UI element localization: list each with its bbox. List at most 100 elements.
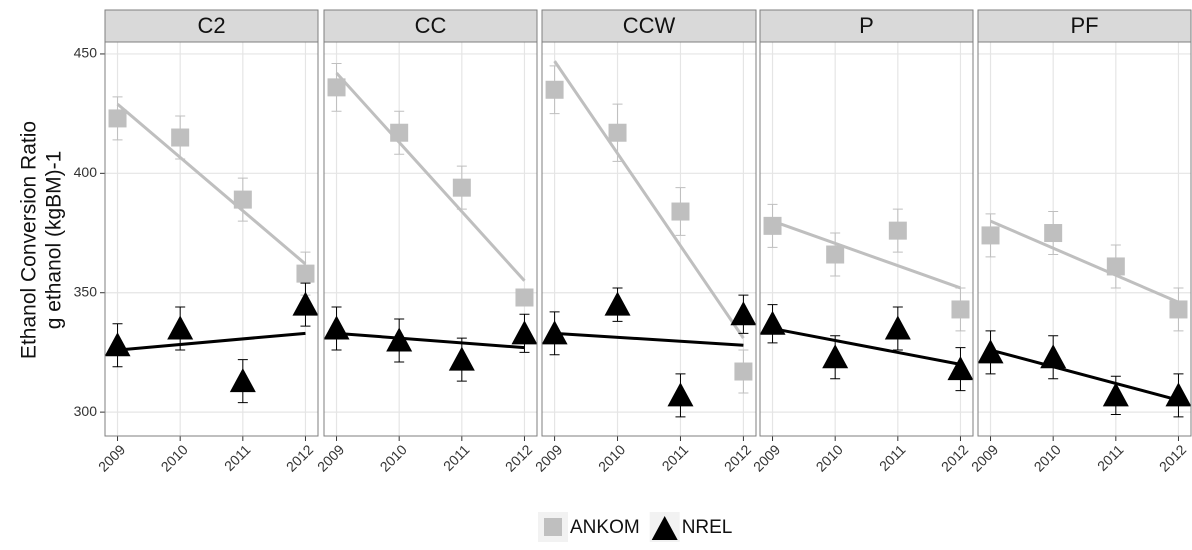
x-tick-label: 2009 <box>95 441 128 474</box>
point-triangle <box>448 346 475 371</box>
trend-line <box>554 331 744 347</box>
strip-title: P <box>859 13 874 38</box>
strip-background <box>977 9 1192 43</box>
legend-marker <box>651 516 678 540</box>
trend-line <box>335 72 526 282</box>
point-square <box>734 362 753 381</box>
point-square <box>826 245 845 264</box>
trend-line <box>990 348 1179 402</box>
x-tick-label: 2012 <box>283 441 316 474</box>
y-tick-label: 450 <box>74 45 98 61</box>
panel-border <box>977 41 1192 437</box>
x-tick-label: 2009 <box>750 441 783 474</box>
panel-background <box>542 42 756 436</box>
strip-title: C2 <box>197 13 225 38</box>
point-triangle <box>1102 382 1129 407</box>
x-tick-label: 2012 <box>938 441 971 474</box>
x-tick-label: 2011 <box>221 441 254 474</box>
point-triangle <box>386 327 413 352</box>
point-triangle <box>167 315 194 340</box>
strip-title: PF <box>1070 13 1098 38</box>
trend-line <box>989 219 1180 304</box>
x-tick-label: 2011 <box>659 441 692 474</box>
point-square <box>1106 257 1125 276</box>
point-triangle <box>759 310 786 335</box>
x-tick-label: 2012 <box>502 441 535 474</box>
point-square <box>171 128 190 147</box>
x-tick-label: 2009 <box>314 441 347 474</box>
point-triangle <box>229 368 256 393</box>
y-tick-label: 300 <box>74 403 98 419</box>
point-triangle <box>104 332 131 357</box>
y-axis-label-line: Ethanol Conversion Ratio <box>18 121 41 359</box>
strip-title: CCW <box>623 13 676 38</box>
point-triangle <box>730 301 757 326</box>
trend-line <box>116 102 307 266</box>
point-triangle <box>511 320 538 345</box>
trend-line <box>117 331 306 352</box>
y-axis-label: Ethanol Conversion Ratio g ethanol (kgBM… <box>18 121 66 359</box>
y-tick-label: 400 <box>74 164 98 180</box>
point-square <box>671 202 690 221</box>
x-tick-label: 2010 <box>595 441 628 474</box>
x-tick-label: 2011 <box>1094 441 1127 474</box>
panel-background <box>978 42 1191 436</box>
point-square <box>327 78 346 97</box>
point-triangle <box>604 291 631 316</box>
x-tick-label: 2010 <box>158 441 191 474</box>
x-tick-label: 2009 <box>532 441 565 474</box>
panel-border <box>541 41 757 437</box>
legend-label: ANKOM <box>570 517 640 538</box>
strip-title: CC <box>415 13 447 38</box>
point-square <box>390 123 409 142</box>
point-square <box>951 300 970 319</box>
legend-marker <box>544 518 562 536</box>
point-triangle <box>1040 344 1067 369</box>
trend-line <box>553 60 745 339</box>
point-triangle <box>884 315 911 340</box>
point-square <box>452 178 471 197</box>
point-square <box>1169 300 1188 319</box>
point-triangle <box>1165 382 1192 407</box>
point-triangle <box>667 382 694 407</box>
point-triangle <box>947 356 974 381</box>
panel-background <box>324 42 537 436</box>
panel-border <box>323 41 538 437</box>
panel-border <box>104 41 319 437</box>
x-tick-label: 2011 <box>876 441 909 474</box>
point-triangle <box>323 315 350 340</box>
trend-line <box>772 327 961 366</box>
point-square <box>608 123 627 142</box>
panel-border <box>759 41 974 437</box>
x-tick-label: 2010 <box>813 441 846 474</box>
point-square <box>515 288 534 307</box>
point-square <box>1044 224 1063 243</box>
strip-background <box>759 9 974 43</box>
point-square <box>763 216 782 235</box>
legend-label: NREL <box>682 517 733 538</box>
trend-line <box>772 219 961 290</box>
point-square <box>296 264 315 283</box>
point-square <box>545 80 564 99</box>
point-square <box>888 221 907 240</box>
point-square <box>108 109 127 128</box>
y-tick-label: 350 <box>74 283 98 299</box>
point-triangle <box>977 339 1004 364</box>
point-square <box>981 226 1000 245</box>
point-triangle <box>292 291 319 316</box>
x-tick-label: 2009 <box>968 441 1001 474</box>
trend-line <box>336 331 525 350</box>
point-triangle <box>541 320 568 345</box>
x-tick-label: 2010 <box>1031 441 1064 474</box>
x-tick-label: 2012 <box>721 441 754 474</box>
point-triangle <box>822 344 849 369</box>
strip-background <box>323 9 538 43</box>
x-tick-label: 2010 <box>377 441 410 474</box>
x-tick-label: 2012 <box>1156 441 1189 474</box>
x-tick-label: 2011 <box>440 441 473 474</box>
point-square <box>233 190 252 209</box>
y-axis-label-line: g ethanol (kgBM)-1 <box>43 151 66 330</box>
panel-background <box>105 42 318 436</box>
strip-background <box>104 9 319 43</box>
